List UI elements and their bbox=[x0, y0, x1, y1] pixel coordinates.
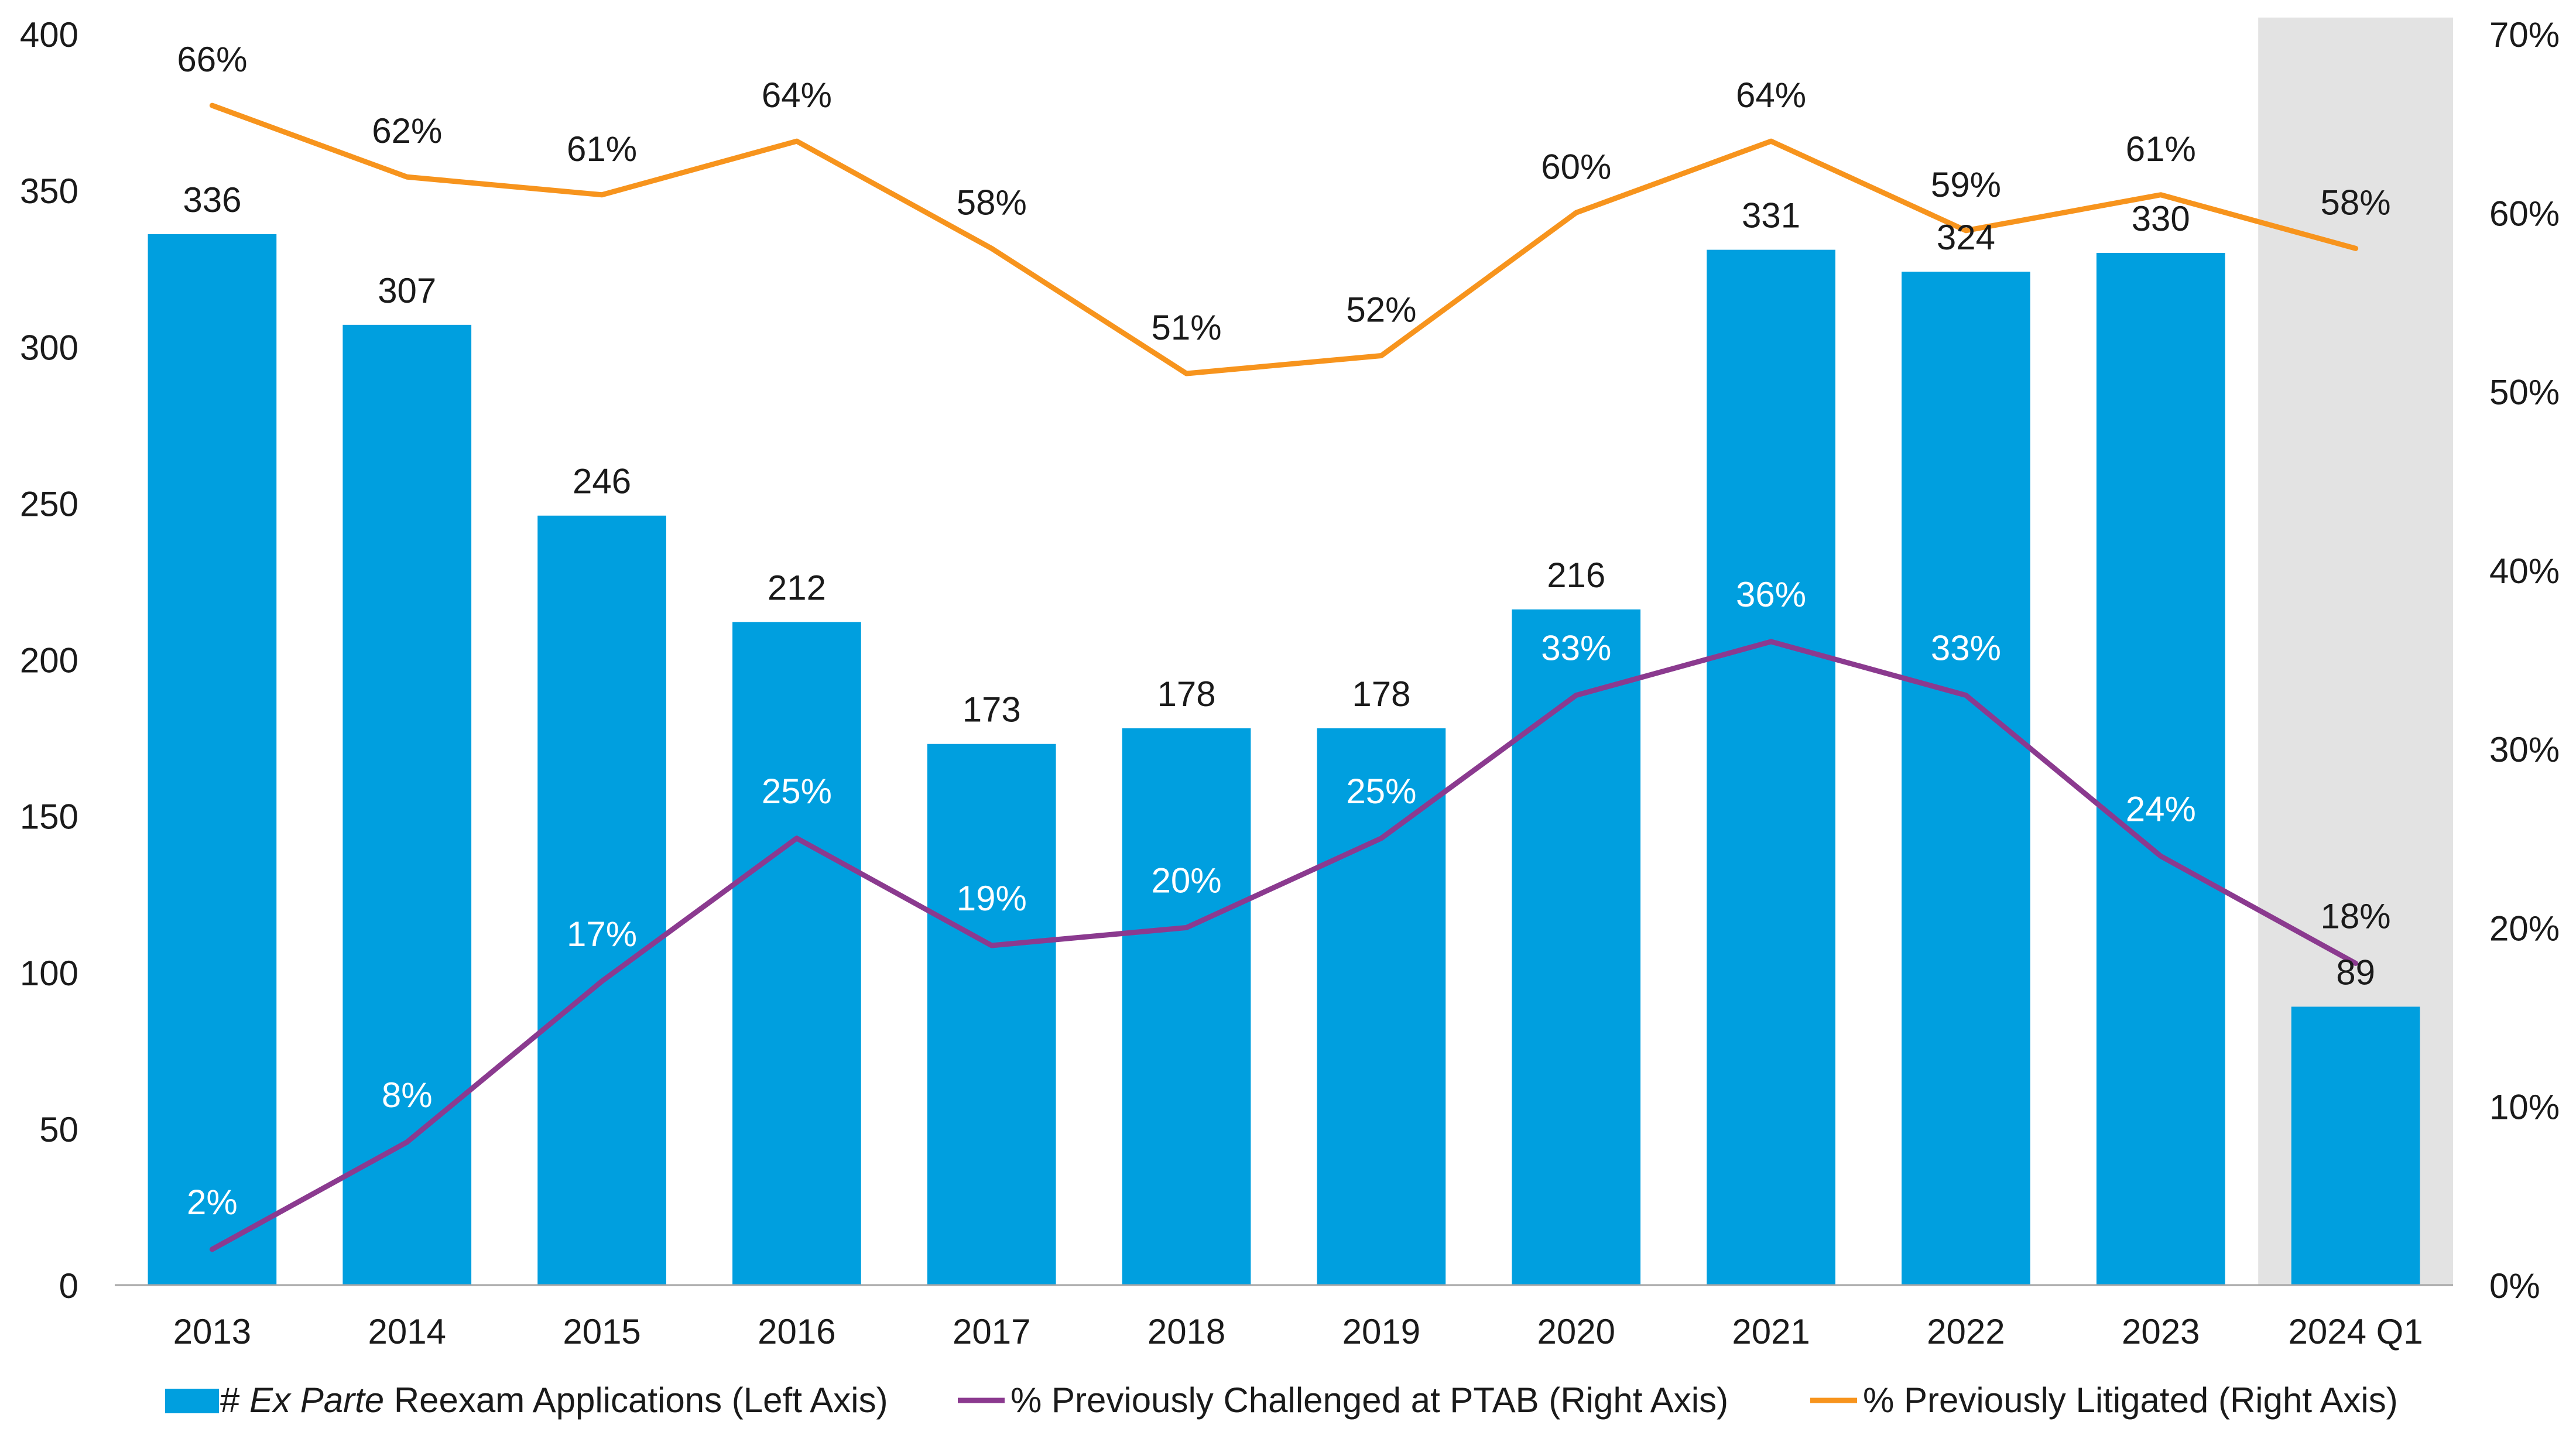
bar-2015 bbox=[537, 516, 666, 1285]
litigated-value-label: 62% bbox=[372, 111, 442, 150]
litigated-value-label: 66% bbox=[177, 40, 247, 79]
litigated-value-label: 52% bbox=[1346, 290, 1416, 330]
x-tick-label: 2016 bbox=[758, 1312, 835, 1351]
y-right-tick-label: 50% bbox=[2489, 373, 2560, 412]
y-left-tick-label: 0 bbox=[59, 1266, 78, 1306]
legend-label-bar: # Ex Parte Reexam Applications (Left Axi… bbox=[220, 1381, 888, 1420]
bar-value-label: 307 bbox=[378, 271, 436, 310]
bar-value-label: 173 bbox=[962, 690, 1021, 729]
x-tick-label: 2017 bbox=[953, 1312, 1030, 1351]
bar-2016 bbox=[732, 622, 861, 1285]
y-right-tick-label: 60% bbox=[2489, 194, 2560, 233]
x-tick-label: 2023 bbox=[2122, 1312, 2200, 1351]
bar-value-label: 336 bbox=[183, 180, 241, 220]
bar-2017 bbox=[927, 744, 1056, 1285]
legend-swatch-bar bbox=[165, 1389, 219, 1413]
legend-label-litigated: % Previously Litigated (Right Axis) bbox=[1863, 1381, 2398, 1420]
line-series-litigated bbox=[212, 105, 2355, 374]
litigated-value-label: 64% bbox=[762, 76, 832, 115]
y-left-tick-label: 200 bbox=[20, 641, 78, 680]
x-tick-label: 2020 bbox=[1537, 1312, 1615, 1351]
y-left-tick-label: 150 bbox=[20, 797, 78, 837]
x-tick-label: 2022 bbox=[1927, 1312, 2005, 1351]
y-left-tick-label: 250 bbox=[20, 484, 78, 523]
litigated-value-label: 61% bbox=[2126, 129, 2196, 169]
ptab-value-label: 33% bbox=[1931, 629, 2001, 668]
line-series-ptab bbox=[212, 642, 2355, 1249]
bar-value-label: 178 bbox=[1352, 674, 1410, 714]
ptab-value-label: 8% bbox=[382, 1075, 433, 1115]
bar-value-label: 330 bbox=[2132, 199, 2190, 238]
x-tick-label: 2018 bbox=[1147, 1312, 1225, 1351]
litigated-value-label: 61% bbox=[567, 129, 637, 169]
bar-value-label: 212 bbox=[768, 568, 826, 607]
ptab-value-label: 24% bbox=[2126, 789, 2196, 828]
bar-2023 bbox=[2097, 253, 2225, 1285]
litigated-value-label: 58% bbox=[957, 183, 1027, 222]
litigated-value-label: 60% bbox=[1541, 147, 1611, 186]
x-tick-label: 2019 bbox=[1342, 1312, 1420, 1351]
y-right-tick-label: 70% bbox=[2489, 15, 2560, 54]
bar-value-label: 178 bbox=[1157, 674, 1216, 714]
bar-value-label: 246 bbox=[573, 462, 631, 501]
x-tick-label: 2021 bbox=[1732, 1312, 1810, 1351]
bar-2021 bbox=[1707, 250, 1835, 1285]
y-right-tick-label: 20% bbox=[2489, 909, 2560, 948]
y-right-tick-label: 40% bbox=[2489, 551, 2560, 591]
bar-2024-q1 bbox=[2291, 1007, 2420, 1285]
bar-2019 bbox=[1317, 728, 1446, 1285]
x-tick-label: 2015 bbox=[563, 1312, 640, 1351]
bar-value-label: 324 bbox=[1937, 218, 1995, 257]
bar-2022 bbox=[1902, 272, 2030, 1285]
ptab-value-label: 19% bbox=[957, 879, 1027, 918]
bar-2013 bbox=[148, 234, 277, 1285]
ptab-value-label: 20% bbox=[1152, 861, 1222, 900]
legend-label-ptab: % Previously Challenged at PTAB (Right A… bbox=[1010, 1381, 1728, 1420]
y-left-tick-label: 300 bbox=[20, 328, 78, 367]
bar-2020 bbox=[1512, 609, 1640, 1285]
y-left-tick-label: 50 bbox=[39, 1110, 78, 1149]
y-left-tick-label: 350 bbox=[20, 172, 78, 211]
litigated-value-label: 64% bbox=[1736, 76, 1806, 115]
bar-value-label: 216 bbox=[1547, 556, 1605, 595]
litigated-value-label: 59% bbox=[1931, 165, 2001, 204]
y-right-tick-label: 10% bbox=[2489, 1088, 2560, 1127]
litigated-value-label: 58% bbox=[2321, 183, 2391, 222]
y-left-tick-label: 400 bbox=[20, 15, 78, 54]
ptab-value-label: 36% bbox=[1736, 575, 1806, 614]
bar-2018 bbox=[1122, 728, 1251, 1285]
ptab-value-label: 17% bbox=[567, 914, 637, 954]
x-tick-label: 2014 bbox=[368, 1312, 446, 1351]
bar-value-label: 331 bbox=[1742, 196, 1800, 235]
ptab-value-label: 25% bbox=[762, 772, 832, 811]
x-tick-label: 2024 Q1 bbox=[2288, 1312, 2423, 1351]
ptab-value-label: 33% bbox=[1541, 629, 1611, 668]
y-left-tick-label: 100 bbox=[20, 954, 78, 993]
y-right-tick-label: 0% bbox=[2489, 1266, 2540, 1306]
ptab-value-label: 25% bbox=[1346, 772, 1416, 811]
x-tick-label: 2013 bbox=[173, 1312, 251, 1351]
litigated-value-label: 51% bbox=[1152, 308, 1222, 347]
y-right-tick-label: 30% bbox=[2489, 730, 2560, 769]
ptab-value-label: 18% bbox=[2321, 896, 2391, 936]
ptab-value-label: 2% bbox=[187, 1183, 238, 1222]
bar-value-label: 89 bbox=[2336, 953, 2375, 992]
